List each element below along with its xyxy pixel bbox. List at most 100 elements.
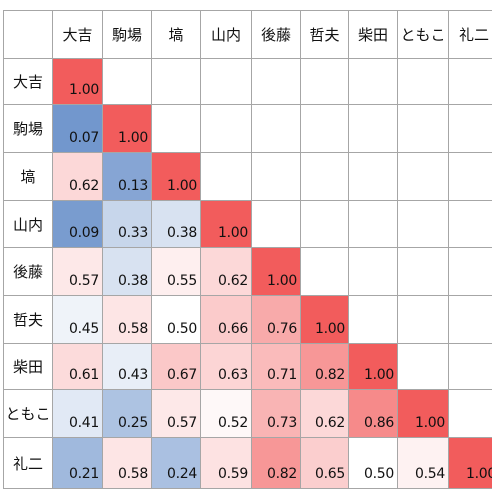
matrix-cell: 0.45: [52, 295, 103, 344]
empty-cell: [151, 104, 201, 153]
matrix-cell: 1.00: [151, 152, 201, 201]
matrix-cell: 0.82: [251, 437, 301, 489]
empty-cell: [448, 152, 492, 201]
column-header: 大吉: [52, 10, 103, 59]
matrix-body: 大吉 1.00 駒場 0.07 1.00 塙 0.62 0.13 1.00 山内 0.09 0.33 0…: [3, 58, 492, 489]
empty-cell: [251, 104, 301, 153]
empty-cell: [348, 200, 398, 248]
empty-cell: [348, 247, 398, 296]
empty-cell: [300, 152, 349, 201]
column-header: 塙: [151, 10, 201, 59]
column-header: 哲夫: [300, 10, 349, 59]
empty-cell: [300, 58, 349, 105]
matrix-cell: 1.00: [52, 58, 103, 105]
empty-cell: [397, 152, 449, 201]
column-header: 柴田: [348, 10, 398, 59]
corner-cell: [3, 10, 53, 59]
matrix-cell: 0.82: [300, 343, 349, 390]
column-header: 山内: [200, 10, 252, 59]
matrix-row: ともこ 0.41 0.25 0.57 0.52 0.73 0.62 0.86 1.00: [3, 389, 492, 438]
empty-cell: [448, 104, 492, 153]
row-header: 礼二: [3, 437, 53, 489]
empty-cell: [397, 200, 449, 248]
matrix-cell: 0.57: [151, 389, 201, 438]
matrix-cell: 0.58: [102, 437, 152, 489]
empty-cell: [397, 343, 449, 390]
empty-cell: [397, 58, 449, 105]
empty-cell: [102, 58, 152, 105]
row-header: 柴田: [3, 343, 53, 390]
matrix-cell: 0.38: [102, 247, 152, 296]
empty-cell: [448, 58, 492, 105]
matrix-cell: 0.43: [102, 343, 152, 390]
matrix-cell: 0.67: [151, 343, 201, 390]
matrix-row: 哲夫 0.45 0.58 0.50 0.66 0.76 1.00: [3, 295, 492, 344]
matrix-cell: 0.33: [102, 200, 152, 248]
empty-cell: [448, 389, 492, 438]
matrix-row: 駒場 0.07 1.00: [3, 104, 492, 153]
column-header: 駒場: [102, 10, 152, 59]
matrix-cell: 0.50: [348, 437, 398, 489]
empty-cell: [348, 152, 398, 201]
matrix-cell: 0.62: [52, 152, 103, 201]
empty-cell: [448, 200, 492, 248]
row-header: 後藤: [3, 247, 53, 296]
matrix-cell: 0.86: [348, 389, 398, 438]
empty-cell: [448, 295, 492, 344]
empty-cell: [200, 58, 252, 105]
matrix-cell: 0.59: [200, 437, 252, 489]
column-header: ともこ: [397, 10, 449, 59]
matrix-cell: 0.61: [52, 343, 103, 390]
empty-cell: [251, 58, 301, 105]
empty-cell: [397, 104, 449, 153]
matrix-cell: 0.57: [52, 247, 103, 296]
correlation-matrix: 大吉 駒場塙山内 後藤 哲夫 柴田 ともこ 礼二 大吉 1.00 駒場 0.07 1.00 塙 0.62…: [3, 10, 492, 489]
matrix-cell: 0.71: [251, 343, 301, 390]
matrix-cell: 0.13: [102, 152, 152, 201]
column-header: 後藤: [251, 10, 301, 59]
matrix-row: 山内 0.09 0.33 0.38 1.00: [3, 200, 492, 248]
correlation-table: 大吉 駒場塙山内 後藤 哲夫 柴田 ともこ 礼二 大吉 1.00 駒場 0.07 1.00 塙 0.62…: [3, 10, 492, 489]
empty-cell: [397, 247, 449, 296]
empty-cell: [348, 58, 398, 105]
matrix-cell: 1.00: [251, 247, 301, 296]
matrix-row: 柴田 0.61 0.43 0.67 0.63 0.71 0.82 1.00: [3, 343, 492, 390]
empty-cell: [200, 152, 252, 201]
row-header: ともこ: [3, 389, 53, 438]
matrix-row: 大吉 1.00: [3, 58, 492, 105]
matrix-cell: 1.00: [300, 295, 349, 344]
matrix-cell: 0.21: [52, 437, 103, 489]
empty-cell: [251, 152, 301, 201]
matrix-cell: 0.73: [251, 389, 301, 438]
empty-cell: [151, 58, 201, 105]
matrix-cell: 0.62: [200, 247, 252, 296]
matrix-cell: 0.76: [251, 295, 301, 344]
empty-cell: [300, 247, 349, 296]
matrix-cell: 0.54: [397, 437, 449, 489]
matrix-cell: 1.00: [448, 437, 492, 489]
row-header: 駒場: [3, 104, 53, 153]
empty-cell: [397, 295, 449, 344]
matrix-cell: 0.63: [200, 343, 252, 390]
matrix-cell: 1.00: [348, 343, 398, 390]
empty-cell: [448, 343, 492, 390]
row-header: 大吉: [3, 58, 53, 105]
matrix-cell: 0.62: [300, 389, 349, 438]
empty-cell: [200, 104, 252, 153]
empty-cell: [448, 247, 492, 296]
matrix-cell: 0.66: [200, 295, 252, 344]
matrix-cell: 0.52: [200, 389, 252, 438]
matrix-cell: 0.58: [102, 295, 152, 344]
column-header: 礼二: [448, 10, 492, 59]
column-header-row: 大吉 駒場塙山内 後藤 哲夫 柴田 ともこ 礼二: [3, 10, 492, 59]
matrix-row: 礼二0.210.580.240.590.820.650.500.541.00: [3, 437, 492, 489]
row-header: 山内: [3, 200, 53, 248]
row-header: 塙: [3, 152, 53, 201]
empty-cell: [251, 200, 301, 248]
empty-cell: [348, 104, 398, 153]
matrix-cell: 0.41: [52, 389, 103, 438]
matrix-cell: 1.00: [200, 200, 252, 248]
matrix-cell: 0.65: [300, 437, 349, 489]
matrix-cell: 0.25: [102, 389, 152, 438]
empty-cell: [348, 295, 398, 344]
